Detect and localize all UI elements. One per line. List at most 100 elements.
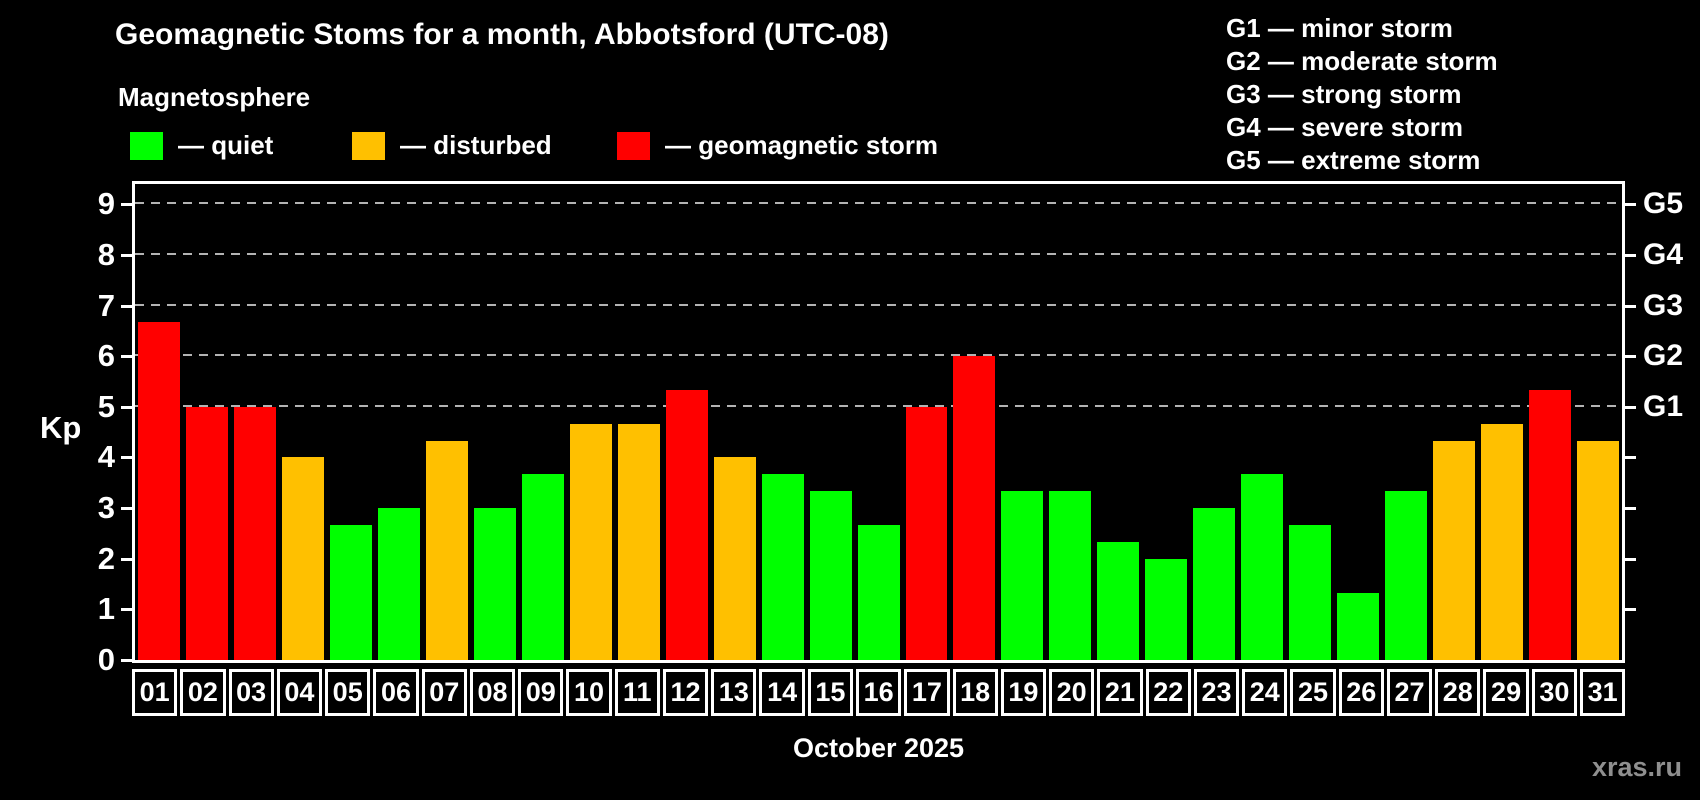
bar-slot-day-02 [183, 184, 231, 660]
day-label-16: 16 [855, 669, 902, 716]
bar-slot-day-19 [998, 184, 1046, 660]
legend-item-storm: — geomagnetic storm [617, 130, 938, 161]
y-tick-label-2: 2 [97, 540, 115, 576]
y-tick-right-5 [1625, 405, 1636, 409]
bar-slot-day-03 [231, 184, 279, 660]
magnetosphere-label: Magnetosphere [118, 82, 311, 112]
bar-slot-day-08 [471, 184, 519, 660]
bar-slot-day-16 [855, 184, 903, 660]
y-tick-left-6 [121, 355, 132, 359]
kp-bar-day-23 [1193, 508, 1236, 660]
legend-label-storm: — geomagnetic storm [665, 130, 939, 160]
g-scale-legend: G1 — minor storm G2 — moderate storm G3 … [1226, 12, 1498, 177]
day-label-05: 05 [325, 669, 371, 716]
page-title: Geomagnetic Stoms for a month, Abbotsfor… [115, 18, 889, 51]
quiet-color-swatch [130, 131, 163, 160]
y-tick-right-6 [1625, 355, 1636, 359]
right-axis-label-g4: G4 [1643, 237, 1684, 271]
day-label-19: 19 [1000, 669, 1047, 716]
disturbed-color-swatch [352, 131, 385, 160]
legend-item-quiet: — quiet [130, 130, 273, 161]
day-label-18: 18 [952, 669, 998, 716]
bar-slot-day-17 [903, 184, 951, 660]
g2-legend-line: G2 — moderate storm [1226, 46, 1498, 76]
kp-bar-day-12 [665, 390, 708, 660]
y-tick-label-7: 7 [97, 287, 115, 323]
y-axis-title: Kp [40, 410, 82, 445]
kp-bar-day-03 [233, 406, 276, 660]
bar-slot-day-22 [1142, 184, 1190, 660]
kp-bar-day-11 [617, 423, 660, 660]
bar-slot-day-20 [1046, 184, 1094, 660]
day-label-26: 26 [1338, 669, 1384, 716]
day-label-17: 17 [904, 669, 950, 716]
day-label-01: 01 [132, 669, 178, 716]
day-label-15: 15 [807, 669, 853, 716]
day-label-22: 22 [1145, 669, 1191, 716]
y-tick-left-1 [121, 608, 132, 612]
kp-bar-day-19 [1001, 491, 1044, 660]
kp-bar-day-21 [1097, 542, 1140, 660]
bar-slot-day-05 [327, 184, 375, 660]
gridline-kp-7 [135, 303, 1622, 306]
day-label-27: 27 [1386, 669, 1433, 716]
g3-legend-line: G3 — strong storm [1226, 79, 1462, 109]
y-tick-left-3 [121, 507, 132, 511]
bar-slot-day-01 [135, 184, 183, 660]
legend-label-quiet: — quiet [178, 130, 274, 160]
bar-slot-day-09 [519, 184, 567, 660]
right-axis-label-g1: G1 [1643, 389, 1684, 423]
kp-bar-day-02 [185, 406, 228, 660]
kp-bar-day-04 [281, 457, 324, 660]
bar-slot-day-14 [759, 184, 807, 660]
y-tick-label-6: 6 [97, 338, 115, 374]
y-tick-right-1 [1625, 608, 1636, 612]
kp-bar-day-25 [1289, 524, 1332, 660]
bar-slot-day-31 [1574, 184, 1622, 660]
bar-slot-day-28 [1430, 184, 1478, 660]
day-label-23: 23 [1193, 669, 1240, 716]
y-tick-left-2 [121, 557, 132, 561]
kp-bar-day-06 [377, 508, 420, 660]
y-tick-left-0 [121, 659, 132, 662]
g5-legend-line: G5 — extreme storm [1226, 145, 1481, 175]
y-tick-left-5 [121, 405, 132, 409]
bar-slot-day-30 [1526, 184, 1574, 660]
bar-slot-day-11 [615, 184, 663, 660]
y-tick-right-2 [1625, 557, 1636, 561]
x-axis-title: October 2025 [792, 733, 965, 763]
kp-bar-day-13 [713, 457, 756, 660]
gridline-kp-8 [135, 252, 1622, 255]
y-tick-right-8 [1625, 253, 1636, 257]
y-tick-label-5: 5 [97, 388, 115, 424]
day-label-31: 31 [1579, 669, 1626, 716]
kp-bar-day-08 [473, 508, 516, 660]
y-tick-label-9: 9 [97, 186, 115, 222]
day-label-04: 04 [276, 669, 323, 716]
bar-slot-day-26 [1334, 184, 1382, 660]
kp-bar-day-10 [569, 423, 612, 660]
day-label-06: 06 [373, 669, 419, 716]
bar-slot-day-21 [1094, 184, 1142, 660]
gridlines-layer [135, 184, 1622, 660]
y-tick-right-7 [1625, 304, 1636, 308]
kp-bar-day-07 [425, 440, 468, 660]
right-axis-label-g5: G5 [1643, 187, 1684, 221]
day-label-24: 24 [1242, 669, 1288, 716]
kp-bar-day-22 [1145, 558, 1188, 660]
day-label-03: 03 [228, 669, 274, 716]
legend-item-disturbed: — disturbed [352, 130, 552, 161]
kp-bar-day-17 [905, 406, 948, 660]
day-label-11: 11 [614, 669, 660, 716]
y-tick-label-1: 1 [97, 591, 115, 627]
gridline-kp-6 [135, 354, 1622, 357]
kp-bar-day-31 [1577, 440, 1620, 660]
bar-slot-day-07 [423, 184, 471, 660]
watermark: xras.ru [1591, 752, 1682, 782]
day-label-09: 09 [518, 669, 564, 716]
kp-bar-day-16 [857, 524, 900, 660]
y-tick-left-7 [121, 304, 132, 308]
kp-bar-day-18 [953, 356, 996, 660]
kp-bar-day-14 [761, 474, 804, 660]
